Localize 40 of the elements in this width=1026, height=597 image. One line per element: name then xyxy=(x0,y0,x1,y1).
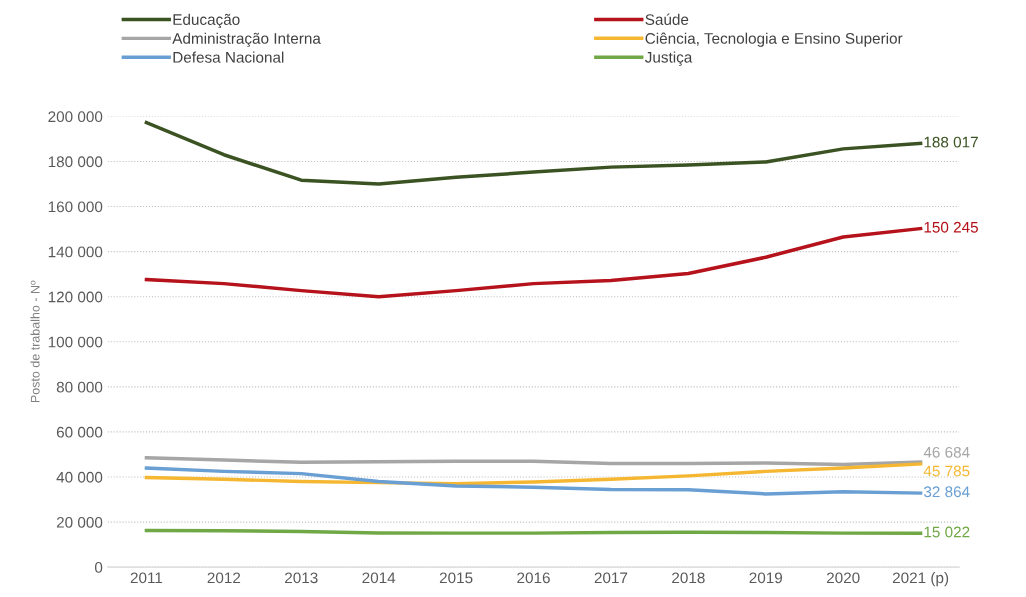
legend-label: Educação xyxy=(173,13,240,29)
line-series xyxy=(144,226,923,299)
y-tick-label: 160 000 xyxy=(48,201,103,213)
line-series xyxy=(144,456,923,467)
x-tick-label: 2017 xyxy=(594,572,628,584)
x-tick-label: 2019 xyxy=(749,572,783,584)
legend-label: Defesa Nacional xyxy=(173,51,284,63)
y-tick-label: 0 xyxy=(94,562,103,573)
annotation: 188 017 xyxy=(924,136,978,148)
legend-label: Saúde xyxy=(645,13,689,25)
y-tick-label: 200 000 xyxy=(48,111,103,123)
x-tick-label: 2014 xyxy=(362,572,396,584)
line-series xyxy=(144,462,923,486)
annotation: 150 245 xyxy=(924,221,978,233)
legend-label: Administração Interna xyxy=(172,32,321,47)
x-tick-label: 2018 xyxy=(672,572,705,584)
line-series xyxy=(144,120,923,186)
x-tick-label: 2015 xyxy=(439,572,473,584)
legend-label: Ciência, Tecnologia e Ensino Superior xyxy=(645,32,903,47)
legend-label: Justiça xyxy=(644,51,693,66)
y-axis-title: Posto de trabalho - Nº xyxy=(30,280,40,403)
y-tick-label: 40 000 xyxy=(56,471,103,483)
annotation: 46 684 xyxy=(923,446,970,458)
line-series xyxy=(144,466,923,496)
y-tick-label: 180 000 xyxy=(48,156,103,168)
x-tick-label: 2021 (p) xyxy=(892,572,949,587)
annotation: 15 022 xyxy=(924,526,970,538)
x-tick-label: 2016 xyxy=(517,572,550,584)
annotation: 32 864 xyxy=(923,486,970,498)
y-tick-label: 60 000 xyxy=(56,426,103,438)
x-tick-label: 2012 xyxy=(207,572,241,584)
y-tick-label: 80 000 xyxy=(56,381,103,393)
x-tick-label: 2013 xyxy=(285,572,318,584)
y-tick-label: 120 000 xyxy=(48,291,103,303)
x-tick-label: 2020 xyxy=(826,572,860,584)
y-tick-label: 20 000 xyxy=(56,516,103,528)
y-tick-label: 100 000 xyxy=(48,336,103,348)
y-tick-label: 140 000 xyxy=(48,246,103,258)
annotation: 45 785 xyxy=(923,465,970,477)
x-tick-label: 2011 xyxy=(130,572,163,584)
